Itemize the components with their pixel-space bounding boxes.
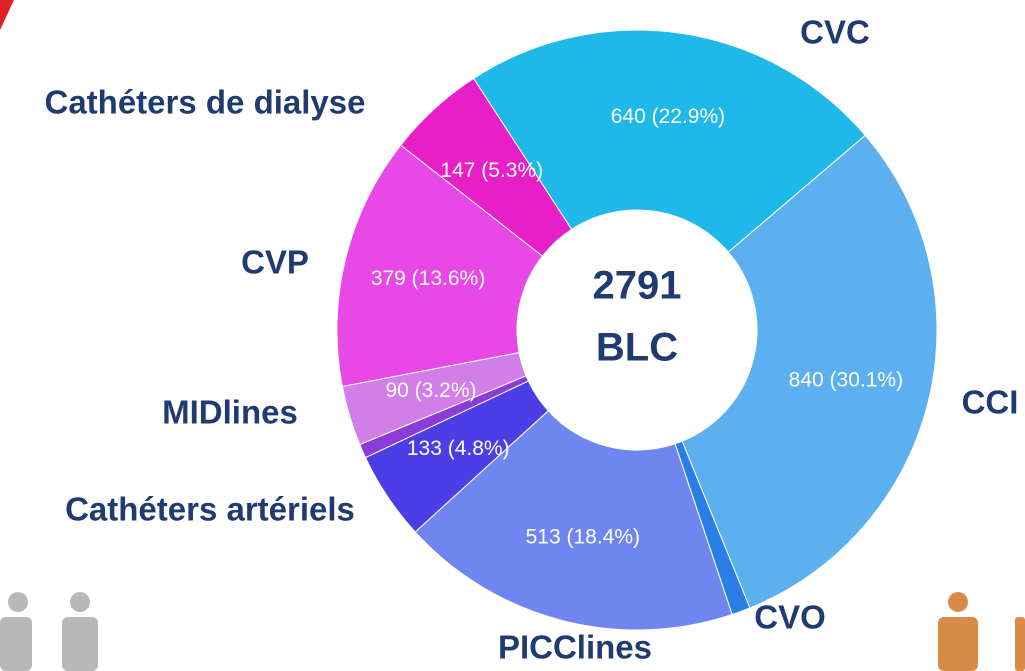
value-label: 513 (18.4%) [526,526,640,549]
donut-hole [517,210,757,450]
category-label: MIDlines [162,394,298,431]
person-icons-left [0,592,98,671]
corner-mark [0,0,14,30]
value-label: 147 (5.3%) [440,159,543,182]
total-label: BLC [596,326,678,370]
category-label: CCI [962,384,1019,421]
category-label: Cathéters artériels [65,491,355,528]
category-label: PICClines [498,629,652,666]
value-label: 840 (30.1%) [789,369,903,392]
value-label: 133 (4.8%) [407,437,510,460]
category-label: Cathéters de dialyse [45,84,366,121]
person-icons-right [938,592,1025,671]
donut-segment [400,77,573,257]
total-value: 2791 [593,264,682,308]
value-label: 90 (3.2%) [385,379,476,402]
category-label: CVC [800,14,870,51]
value-label: 640 (22.9%) [611,105,725,128]
category-label: CVP [241,244,309,281]
category-label: CVO [754,599,826,636]
value-label: 379 (13.6%) [371,267,485,290]
